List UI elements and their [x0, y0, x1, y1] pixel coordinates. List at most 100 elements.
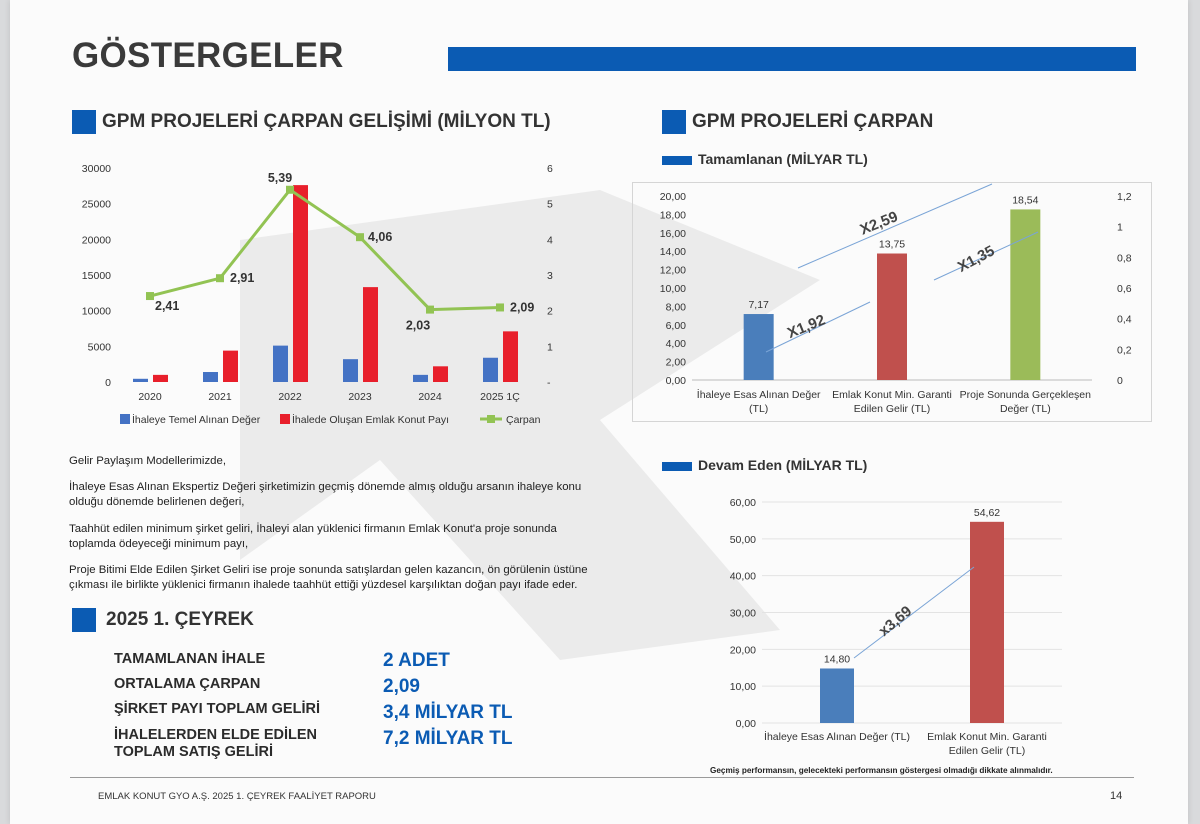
bar-emlak-konut-payi [503, 331, 518, 382]
legend-label: İhaleye Temel Alınan Değer [132, 413, 261, 426]
left-chart-heading: GPM PROJELERİ ÇARPAN GELİŞİMİ (MİLYON TL… [72, 110, 551, 134]
kpi-label-line-2: TOPLAM SATIŞ GELİRİ [114, 744, 273, 760]
y-axis-tick-label: 14,00 [660, 246, 686, 258]
y-axis-tick-label: 20,00 [730, 644, 756, 656]
description-paragraph-1: İhaleye Esas Alınan Ekspertiz Değeri şir… [69, 481, 582, 508]
kpi-label: ŞİRKET PAYI TOPLAM GELİRİ [114, 701, 320, 717]
bar-ihaleye-temel [413, 374, 428, 382]
footer-report-name: EMLAK KONUT GYO A.Ş. 2025 1. ÇEYREK FAAL… [98, 791, 376, 802]
y-axis-tick-label: 50,00 [730, 534, 756, 546]
y2-axis-tick-label: 0,6 [1117, 283, 1132, 295]
combo-chart: 30000 25000 20000 15000 10000 5000 0 6 5 4 3 2 1 - 202… [82, 163, 553, 426]
bar-emlak-konut-payi [153, 374, 168, 382]
x-axis-tick-label: 2024 [418, 391, 442, 403]
y-axis-tick-label: 10,00 [730, 681, 756, 693]
y2-axis-tick-label: 5 [547, 199, 553, 211]
x-axis-tick-label: 2022 [278, 391, 302, 403]
bar-ihaleye-temel [273, 345, 288, 382]
x-axis-category-label: Proje Sonunda Gerçekleşen [960, 389, 1091, 401]
bar-ihaleye-temel [483, 357, 498, 382]
carpan-marker [216, 274, 224, 283]
y-axis-tick-label: 30,00 [730, 608, 756, 620]
y-axis-tick-label: 18,00 [660, 209, 686, 221]
left-chart-heading-text: GPM PROJELERİ ÇARPAN GELİŞİMİ (MİLYON TL… [102, 111, 551, 132]
carpan-data-label: 5,39 [268, 171, 292, 185]
carpan-marker [146, 292, 154, 301]
x-axis-tick-label: 2021 [208, 391, 232, 403]
y-axis-tick-label: 5000 [88, 341, 112, 353]
bar-value-label: 54,62 [974, 507, 1000, 519]
y-axis-tick-label: 16,00 [660, 228, 686, 240]
ongoing-chart-heading-text: Devam Eden (MİLYAR TL) [698, 457, 868, 473]
kpi-label: İHALELERDEN ELDE EDİLEN [114, 727, 318, 743]
y-axis-tick-label: 4,00 [666, 338, 687, 350]
carpan-line [149, 187, 501, 312]
y2-axis-tick-label: 2 [547, 306, 553, 318]
carpan-data-label: 2,03 [406, 319, 430, 333]
carpan-marker [356, 233, 364, 242]
x-axis-tick-label: 2023 [348, 391, 372, 403]
value-bar [1010, 209, 1041, 380]
bar-ihaleye-temel [343, 359, 358, 382]
footer-divider [70, 777, 1134, 778]
x-axis-category-label: Edilen Gelir (TL) [854, 403, 930, 415]
y-axis-tick-label: 60,00 [730, 497, 756, 509]
y2-axis-tick-label: 1 [1117, 222, 1123, 234]
x-axis-category-label: Değer (TL) [1000, 403, 1051, 415]
watermark-logo [240, 190, 820, 660]
multiplier-trend-line [797, 183, 993, 269]
y-axis-tick-label: 10,00 [660, 283, 686, 295]
kpi-value: 7,2 MİLYAR TL [383, 728, 513, 749]
legend-marker [280, 414, 290, 424]
carpan-marker [426, 305, 434, 314]
value-bar [970, 521, 1004, 723]
y2-axis-tick-label: 1,2 [1117, 191, 1132, 203]
y-axis-tick-label: 20000 [82, 234, 111, 246]
disclaimer: Geçmiş performansın, gelecekteki perform… [710, 766, 1053, 775]
kpi-label: TAMAMLANAN İHALE [114, 651, 266, 667]
multiplier-trend-line [933, 231, 1039, 281]
bar-emlak-konut-payi [363, 287, 378, 382]
kpi-label: ORTALAMA ÇARPAN [114, 676, 261, 692]
bar-value-label: 7,17 [748, 299, 769, 311]
y-axis-tick-label: 30000 [82, 163, 111, 175]
multiplier-label: X1,35 [955, 242, 998, 275]
bar-emlak-konut-payi [433, 366, 448, 382]
x-axis-category-label: İhaleye Esas Alınan Değer [697, 388, 821, 401]
bar-value-label: 13,75 [879, 239, 905, 251]
legend-label: İhalede Oluşan Emlak Konut Payı [292, 413, 449, 426]
report-page: GÖSTERGELER GPM PROJELERİ ÇARPAN GELİŞİM… [10, 0, 1188, 824]
y2-axis-tick-label: 0,2 [1117, 344, 1132, 356]
heading-square-icon [72, 608, 96, 632]
x-axis-category-label: Edilen Gelir (TL) [949, 745, 1025, 757]
chart-frame [632, 182, 1152, 422]
y-axis-tick-label: 25000 [82, 199, 111, 211]
y-axis-tick-label: 40,00 [730, 571, 756, 583]
y2-axis-tick-label: 0,8 [1117, 252, 1132, 264]
kpi-value: 2 ADET [383, 650, 450, 671]
y-axis-tick-label: 0,00 [666, 375, 687, 387]
legend-label: Çarpan [506, 414, 541, 426]
heading-bar-icon [662, 155, 692, 165]
x-axis-tick-label: 2020 [138, 391, 162, 403]
multiplier-label: x3,69 [876, 603, 916, 640]
x-axis-category-label: Emlak Konut Min. Garanti [927, 731, 1047, 743]
kpi-value: 2,09 [383, 676, 420, 697]
bar-emlak-konut-payi [293, 185, 308, 382]
right-section-heading: GPM PROJELERİ ÇARPAN [662, 110, 933, 134]
bar-value-label: 18,54 [1012, 194, 1038, 206]
value-bar [820, 668, 854, 723]
value-bar [743, 314, 774, 380]
y-axis-tick-label: 0,00 [736, 718, 757, 730]
carpan-data-label: 2,41 [155, 299, 179, 313]
x-axis-tick-label: 2025 1Ç [480, 391, 520, 403]
y-axis-tick-label: 2,00 [666, 357, 687, 369]
legend-marker [487, 415, 495, 423]
carpan-marker [496, 303, 504, 312]
x-axis-category-label: (TL) [749, 403, 768, 415]
y-axis-tick-label: 12,00 [660, 265, 686, 277]
y2-axis-tick-label: 0 [1117, 375, 1123, 387]
value-bar [877, 253, 907, 380]
right-section-heading-text: GPM PROJELERİ ÇARPAN [692, 111, 934, 132]
y2-axis-tick-label: 3 [547, 270, 553, 282]
